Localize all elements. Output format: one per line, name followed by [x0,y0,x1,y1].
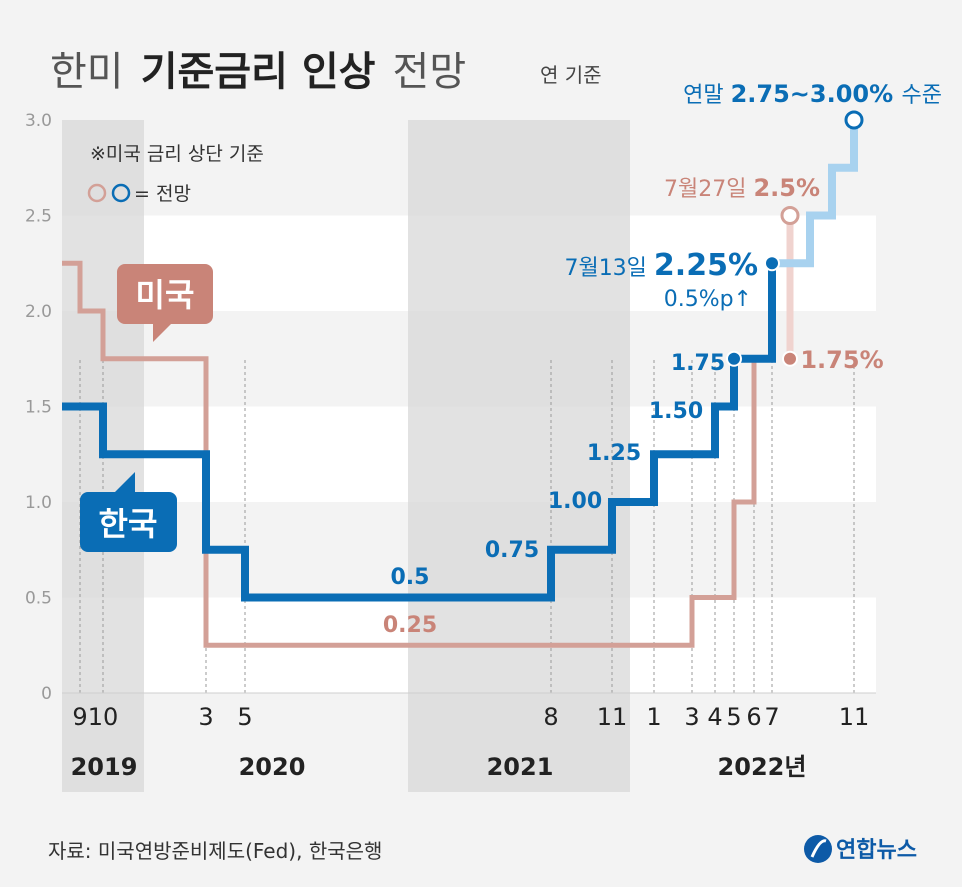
us-july-annotation: 7월27일 2.5% [664,174,820,202]
y-tick-label: 0 [41,684,52,704]
us-july-date: 7월27일 [664,177,753,202]
year-label: 2022년 [718,753,807,781]
month-tick-label: 5 [726,703,741,731]
logo-label: 연합뉴스 [836,837,917,863]
korea-july-value: 2.25% [654,248,758,283]
y-tick-label: 2.0 [25,302,52,322]
value-label: 1.75% [800,346,883,374]
korea-forecast-marker [844,110,864,130]
month-tick-label: 4 [707,703,722,731]
us-rate-line [62,260,772,648]
us-july-value: 2.5% [753,174,820,202]
value-label: 1.75 [671,351,725,376]
y-tick-label: 1.5 [25,398,52,418]
year-end-prefix: 연말 [683,83,730,108]
month-tick-label: 3 [198,703,213,731]
year-band-2021 [408,120,630,792]
value-label: 1.00 [548,489,602,514]
y-tick-label: 3.0 [25,111,52,131]
month-tick-label: 1 [646,703,661,731]
korea-july-date: 7월13일 [564,256,653,281]
legend-korea-forecast-marker [111,183,131,203]
title-part-2: 기준금리 인상 [141,49,376,95]
legend-forecast-label: = 전망 [134,183,191,205]
yonhap-logo-icon [804,835,832,863]
chart-title: 한미 기준금리 인상 전망 [50,49,466,95]
us-callout: 미국 [117,264,213,342]
month-tick-label: 5 [237,703,252,731]
footnote: ※미국 금리 상단 기준 [90,143,264,165]
title-part-1: 한미 [50,49,124,95]
value-label: 1.25 [587,441,641,466]
korea-july-change: 0.5%p↑ [664,287,752,312]
korea-forecast-line [772,120,858,268]
source-text: 자료: 미국연방준비제도(Fed), 한국은행 [48,839,382,863]
y-tick-label: 2.5 [25,207,52,227]
month-tick-label: 11 [839,703,870,731]
korea-july-annotation: 7월13일 2.25% [564,248,758,283]
korea-marker-175 [726,350,742,367]
month-tick-label: 7 [764,703,779,731]
us-callout-label: 미국 [136,276,195,314]
korea-marker-225 [764,255,780,272]
value-label: 0.5 [391,565,430,590]
month-tick-label: 8 [543,703,558,731]
yonhap-logo: 연합뉴스 [804,835,917,863]
korea-callout-label: 한국 [99,505,158,543]
value-label: 1.50 [649,399,703,424]
year-end-annotation: 연말 2.75~3.00% 수준 [683,80,942,108]
y-tick-label: 1.0 [25,493,52,513]
korea-rate-line [62,263,776,602]
month-tick-label: 6 [746,703,761,731]
value-label: 0.25 [383,613,437,638]
year-label: 2019 [71,753,138,781]
us-marker-175 [782,350,798,367]
y-tick-label: 0.5 [25,589,52,609]
year-label: 2021 [487,753,554,781]
legend-us-forecast-marker [87,183,107,203]
month-tick-label: 3 [684,703,699,731]
year-end-value: 2.75~3.00% [731,80,902,108]
title-part-3: 전망 [393,49,467,95]
value-label: 0.75 [485,538,539,563]
us-forecast-marker [780,206,800,225]
unit-note: 연 기준 [540,63,602,87]
month-tick-label: 10 [88,703,119,731]
year-end-suffix: 수준 [902,83,942,108]
year-label: 2020 [239,753,306,781]
korea-callout: 한국 [80,472,177,552]
month-tick-label: 11 [597,703,628,731]
month-tick-label: 9 [72,703,87,731]
